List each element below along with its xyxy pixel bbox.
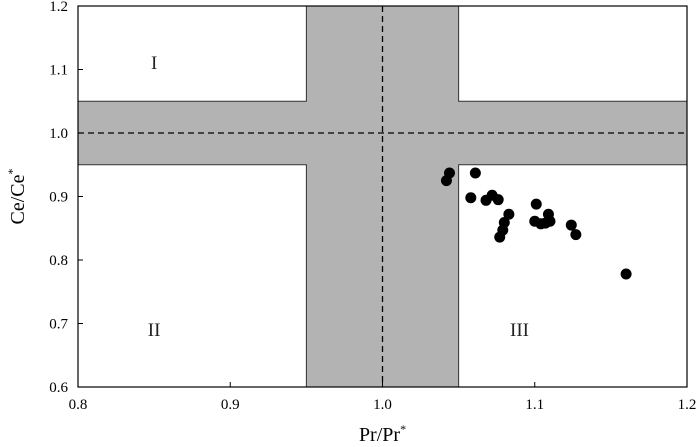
data-point-10 [498, 217, 510, 229]
data-point-4 [469, 167, 481, 179]
y-tick-label-6: 1.1 [49, 63, 68, 79]
y-tick-label-7: 1.2 [49, 0, 68, 15]
x-tick-label-3: 1.0 [373, 397, 392, 413]
x-axis-label-text: Pr/Pr [359, 424, 400, 446]
data-point-7 [492, 194, 504, 206]
x-axis-label: Pr/Pr* [359, 422, 406, 446]
data-point-2 [443, 167, 455, 179]
region-label-1: I [151, 53, 157, 74]
y-axis-label-sup: * [5, 169, 19, 175]
x-axis-label-sup: * [400, 422, 406, 436]
data-point-19 [570, 229, 582, 241]
y-tick-label-1: 0.6 [49, 380, 68, 396]
x-tick-label-5: 1.2 [678, 397, 697, 413]
x-tick-label-2: 0.9 [221, 397, 240, 413]
y-axis-label: Ce/Ce* [5, 169, 29, 225]
y-tick-label-4: 0.9 [49, 190, 68, 206]
data-point-11 [503, 208, 515, 220]
y-tick-label-3: 0.8 [49, 253, 68, 269]
data-point-13 [530, 198, 542, 210]
y-axis-label-text: Ce/Ce [7, 174, 29, 224]
data-point-18 [565, 219, 577, 231]
x-tick-label-4: 1.1 [525, 397, 544, 413]
y-tick-label-5: 1.0 [49, 126, 68, 142]
y-tick-label-2: 0.7 [49, 317, 68, 333]
plot-area: III III [77, 5, 688, 388]
region-label-2: II [148, 320, 161, 341]
data-point-20 [620, 268, 632, 280]
data-point-17 [544, 215, 556, 227]
x-tick-label-1: 0.8 [69, 397, 88, 413]
data-point-3 [465, 192, 477, 204]
axes: 0.8 0.9 1.0 1.1 1.2 0.6 0.7 0.8 0.9 1.0 1.1 1.2 [49, 0, 696, 413]
region-label-3: III [510, 320, 529, 341]
